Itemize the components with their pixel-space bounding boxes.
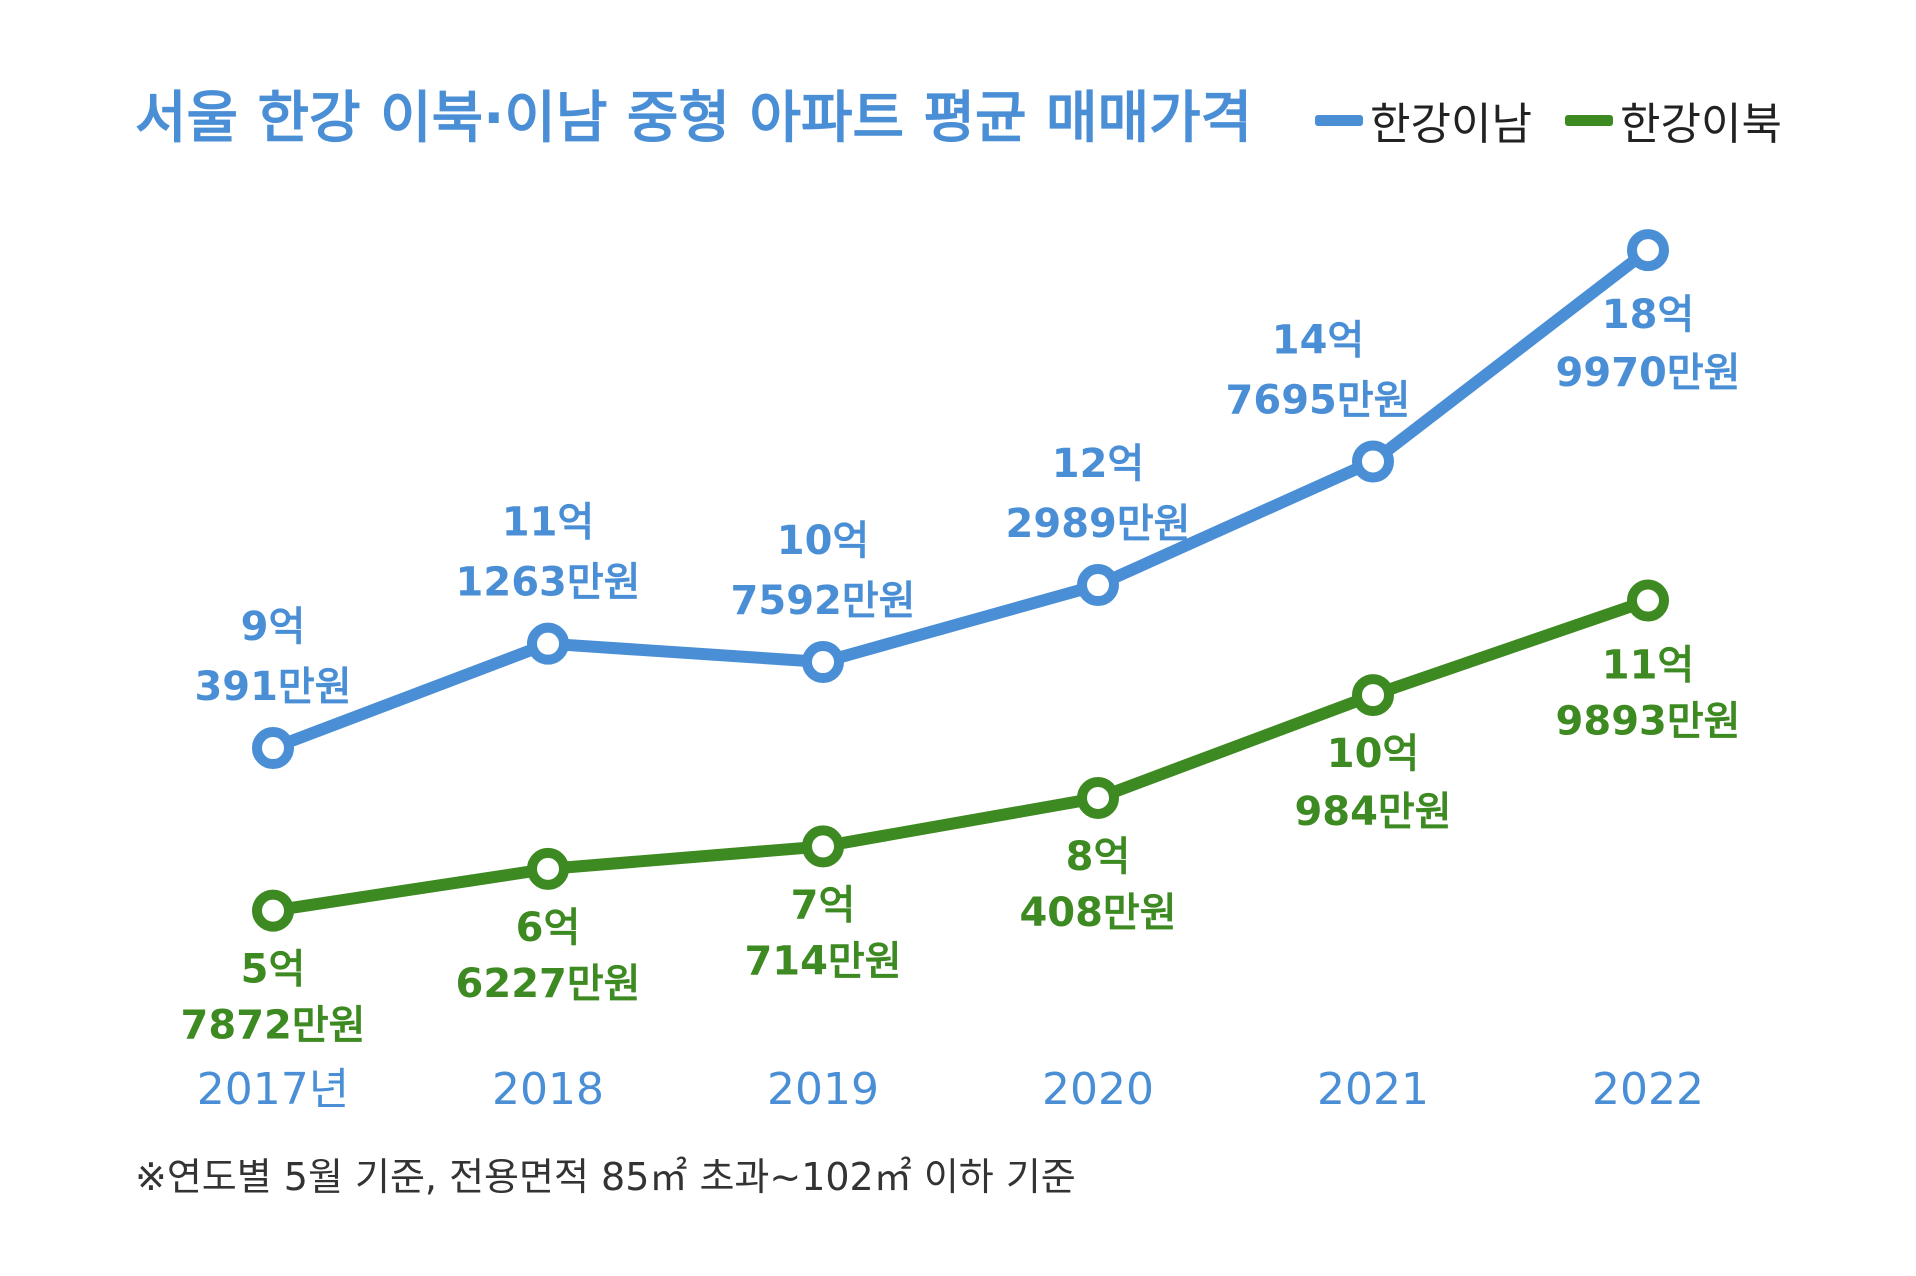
point-north-2017 <box>252 889 294 932</box>
legend-label-north: 한강이북 <box>1620 99 1782 150</box>
data-label-north-0-man: 7872만원 <box>181 1003 366 1049</box>
x-tick-label: 2017년 <box>197 1064 349 1115</box>
data-label-south-3-man: 2989만원 <box>1006 501 1191 547</box>
data-label-north-2-eok: 7억 <box>791 882 856 928</box>
data-label-north-0-eok: 5억 <box>241 947 306 993</box>
series-line-south <box>267 244 1654 755</box>
data-label-north-4-man: 984만원 <box>1294 789 1451 835</box>
legend-swatch-south <box>1315 115 1363 126</box>
data-label-south-4-man: 7695만원 <box>1226 378 1411 424</box>
data-label-south-2-man: 7592만원 <box>731 578 916 624</box>
data-labels: 9억 391만원 11억 1263만원 10억 7592만원 12억 2989만원 14억 769… <box>181 292 1741 1048</box>
x-tick-label: 2020 <box>1042 1064 1154 1115</box>
x-tick-label: 2022 <box>1592 1064 1704 1115</box>
data-label-north-1-eok: 6억 <box>516 905 581 951</box>
data-label-north-3-eok: 8억 <box>1066 834 1131 880</box>
point-north-2022 <box>1627 579 1669 622</box>
x-axis: 2017년 2018 2019 2020 2021 2022 <box>197 1064 1704 1115</box>
series-layer <box>252 229 1669 932</box>
point-north-2020 <box>1077 776 1119 819</box>
x-tick-label: 2019 <box>767 1064 879 1115</box>
data-label-south-4-eok: 14억 <box>1272 318 1364 364</box>
data-label-south-3-eok: 12억 <box>1052 441 1144 487</box>
x-tick-label: 2021 <box>1317 1064 1429 1115</box>
point-north-2021 <box>1352 674 1394 717</box>
data-label-south-1-eok: 11억 <box>502 500 594 546</box>
point-south-2018 <box>527 622 569 665</box>
data-label-south-5-eok: 18억 <box>1602 292 1694 338</box>
point-north-2019 <box>802 825 844 868</box>
chart-title: 서울 한강 이북·이남 중형 아파트 평균 매매가격 <box>135 86 1252 151</box>
data-label-south-2-eok: 10억 <box>777 518 869 564</box>
point-south-2020 <box>1077 564 1119 607</box>
data-label-north-3-man: 408만원 <box>1019 890 1176 936</box>
point-north-2018 <box>527 847 569 890</box>
series-line-north <box>267 594 1654 917</box>
point-south-2019 <box>802 641 844 684</box>
data-label-north-5-man: 9893만원 <box>1556 699 1741 745</box>
data-label-south-0-man: 391만원 <box>194 664 351 710</box>
legend-label-south: 한강이남 <box>1370 99 1532 150</box>
point-south-2017 <box>252 727 294 770</box>
data-label-south-5-man: 9970만원 <box>1556 350 1741 396</box>
legend: 한강이남 한강이북 <box>1315 99 1782 150</box>
point-south-2021 <box>1352 440 1394 483</box>
data-label-north-4-eok: 10억 <box>1327 731 1419 777</box>
data-label-north-5-eok: 11억 <box>1602 643 1694 689</box>
data-label-south-0-eok: 9억 <box>241 604 306 650</box>
point-south-2022 <box>1627 229 1669 272</box>
data-label-south-1-man: 1263만원 <box>456 560 641 606</box>
data-label-north-2-man: 714만원 <box>744 938 901 984</box>
legend-swatch-north <box>1565 115 1613 126</box>
data-label-north-1-man: 6227만원 <box>456 961 641 1007</box>
footnote: ※연도별 5월 기준, 전용면적 85㎡ 초과~102㎡ 이하 기준 <box>135 1155 1076 1199</box>
x-tick-label: 2018 <box>492 1064 604 1115</box>
